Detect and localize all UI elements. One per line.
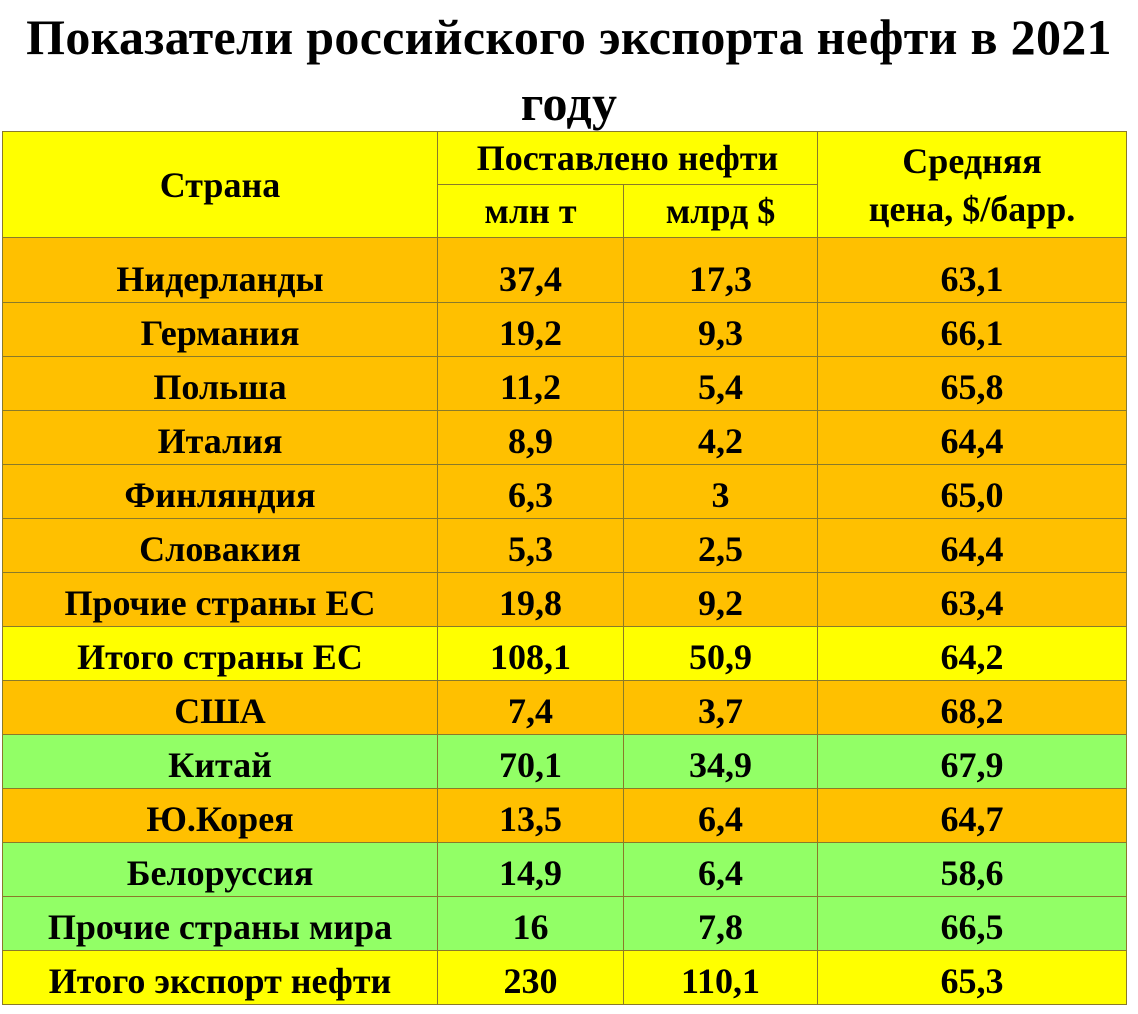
price-cell: 66,1 (817, 302, 1128, 357)
table-row: Нидерланды 37,4 17,3 63,1 (2, 237, 1128, 303)
bln-usd-cell: 110,1 (622, 950, 819, 1005)
bln-usd-cell: 7,8 (622, 896, 819, 951)
price-cell: 63,1 (817, 237, 1128, 303)
mln-t-cell: 230 (437, 950, 624, 1005)
price-cell: 68,2 (817, 680, 1128, 735)
bln-usd-cell: 5,4 (622, 356, 819, 411)
mln-t-cell: 5,3 (437, 518, 624, 573)
country-cell: Италия (2, 410, 438, 465)
header-bln-usd: млрд $ (622, 184, 819, 238)
table-row: Польша 11,2 5,4 65,8 (2, 356, 1128, 411)
country-cell: Китай (2, 734, 438, 789)
bln-usd-cell: 9,3 (622, 302, 819, 357)
table-row: Итого страны ЕС 108,1 50,9 64,2 (2, 626, 1128, 681)
header-avg-price: Средняя цена, $/барр. (817, 131, 1128, 238)
bln-usd-cell: 6,4 (622, 842, 819, 897)
bln-usd-cell: 3,7 (622, 680, 819, 735)
price-cell: 64,4 (817, 410, 1128, 465)
header-avg-price-label: Средняя цена, $/барр. (868, 140, 1076, 229)
mln-t-cell: 19,8 (437, 572, 624, 627)
price-cell: 58,6 (817, 842, 1128, 897)
table-row: Китай 70,1 34,9 67,9 (2, 734, 1128, 789)
price-cell: 63,4 (817, 572, 1128, 627)
page-title: Показатели российского экспорта нефти в … (26, 9, 1112, 131)
bln-usd-cell: 4,2 (622, 410, 819, 465)
oil-export-table: Страна Поставлено нефти Средняя цена, $/… (2, 131, 1128, 1005)
price-cell: 66,5 (817, 896, 1128, 951)
country-cell: Нидерланды (2, 237, 438, 303)
bln-usd-cell: 34,9 (622, 734, 819, 789)
bln-usd-cell: 3 (622, 464, 819, 519)
price-cell: 64,2 (817, 626, 1128, 681)
header-mln-t: млн т (437, 184, 624, 238)
country-cell: Итого страны ЕС (2, 626, 438, 681)
country-cell: Прочие страны ЕС (2, 572, 438, 627)
table-row: США 7,4 3,7 68,2 (2, 680, 1128, 735)
country-cell: Польша (2, 356, 438, 411)
mln-t-cell: 6,3 (437, 464, 624, 519)
mln-t-cell: 7,4 (437, 680, 624, 735)
mln-t-cell: 13,5 (437, 788, 624, 843)
bln-usd-cell: 17,3 (622, 237, 819, 303)
table-row: Финляндия 6,3 3 65,0 (2, 464, 1128, 519)
price-cell: 65,3 (817, 950, 1128, 1005)
price-cell: 64,4 (817, 518, 1128, 573)
mln-t-cell: 8,9 (437, 410, 624, 465)
price-cell: 64,7 (817, 788, 1128, 843)
table-row: Германия 19,2 9,3 66,1 (2, 302, 1128, 357)
table-row: Белоруссия 14,9 6,4 58,6 (2, 842, 1128, 897)
bln-usd-cell: 6,4 (622, 788, 819, 843)
table-row: Словакия 5,3 2,5 64,4 (2, 518, 1128, 573)
country-cell: Ю.Корея (2, 788, 438, 843)
table-row: Италия 8,9 4,2 64,4 (2, 410, 1128, 465)
mln-t-cell: 70,1 (437, 734, 624, 789)
mln-t-cell: 11,2 (437, 356, 624, 411)
mln-t-cell: 16 (437, 896, 624, 951)
country-cell: Словакия (2, 518, 438, 573)
country-cell: Финляндия (2, 464, 438, 519)
price-cell: 67,9 (817, 734, 1128, 789)
price-cell: 65,8 (817, 356, 1128, 411)
header-supplied: Поставлено нефти (436, 131, 819, 185)
country-cell: Итого экспорт нефти (2, 950, 438, 1005)
country-cell: Белоруссия (2, 842, 438, 897)
mln-t-cell: 108,1 (437, 626, 624, 681)
header-country: Страна (2, 131, 438, 238)
mln-t-cell: 14,9 (437, 842, 624, 897)
country-cell: Германия (2, 302, 438, 357)
table-row: Ю.Корея 13,5 6,4 64,7 (2, 788, 1128, 843)
bln-usd-cell: 2,5 (622, 518, 819, 573)
mln-t-cell: 19,2 (437, 302, 624, 357)
price-cell: 65,0 (817, 464, 1128, 519)
bln-usd-cell: 50,9 (622, 626, 819, 681)
table-row: Итого экспорт нефти 230 110,1 65,3 (2, 950, 1128, 1005)
bln-usd-cell: 9,2 (622, 572, 819, 627)
mln-t-cell: 37,4 (437, 237, 624, 303)
country-cell: США (2, 680, 438, 735)
table-body: Нидерланды 37,4 17,3 63,1 Германия 19,2 9,3 66,… (2, 237, 1128, 1005)
country-cell: Прочие страны мира (2, 896, 438, 951)
table-row: Прочие страны мира 16 7,8 66,5 (2, 896, 1128, 951)
table-row: Прочие страны ЕС 19,8 9,2 63,4 (2, 572, 1128, 627)
